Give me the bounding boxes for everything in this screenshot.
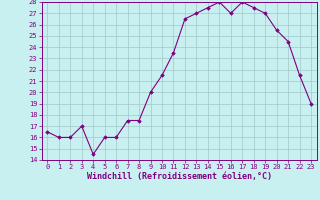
X-axis label: Windchill (Refroidissement éolien,°C): Windchill (Refroidissement éolien,°C): [87, 172, 272, 181]
